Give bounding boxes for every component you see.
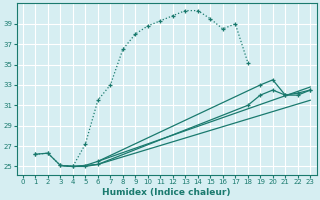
X-axis label: Humidex (Indice chaleur): Humidex (Indice chaleur) xyxy=(102,188,231,197)
